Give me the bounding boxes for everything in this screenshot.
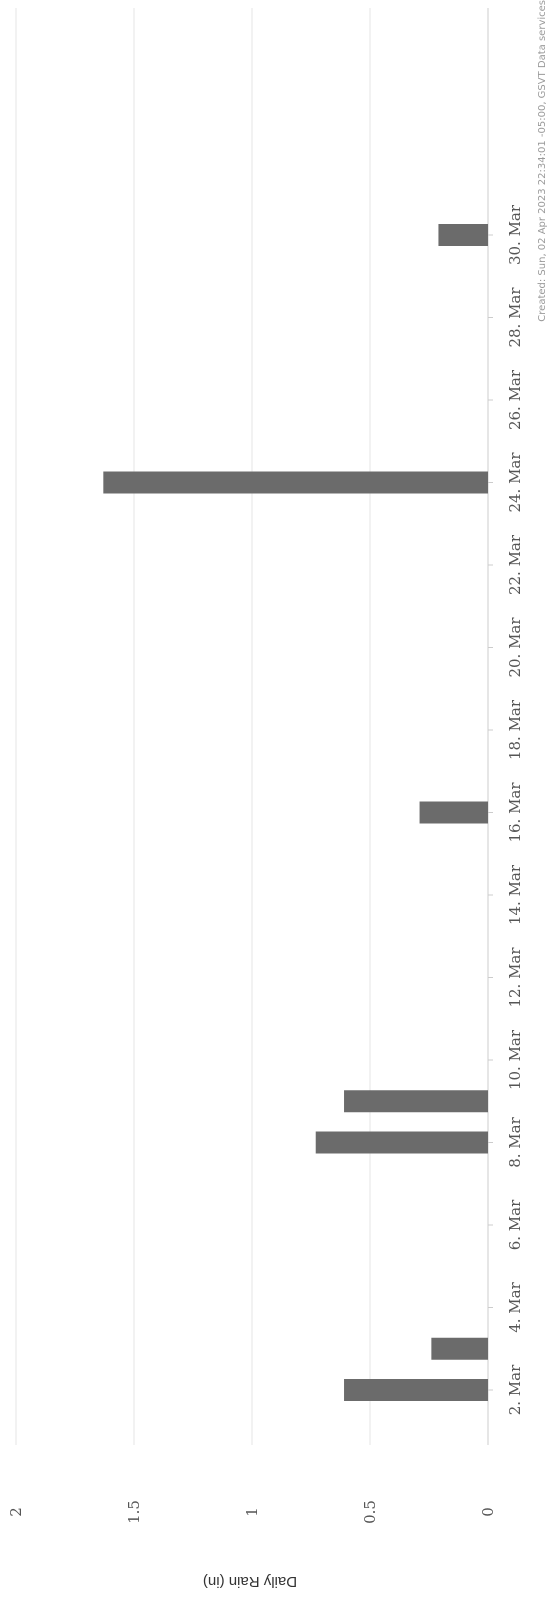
bar [344,1379,488,1401]
x-tick-label: 22. Mar [506,534,524,595]
x-tick-label: 10. Mar [506,1029,524,1090]
x-tick-label: 28. Mar [506,287,524,348]
x-tick-label: 18. Mar [506,699,524,760]
gridlines [15,8,489,1445]
credit-text: Created: Sun, 02 Apr 2023 22:34:01 -05:0… [537,0,548,322]
x-tick-label: 30. Mar [506,204,524,265]
bar [438,224,488,246]
x-tick-label: 26. Mar [506,369,524,430]
y-axis-title: Daily Rain (in) [203,1573,297,1590]
bar [419,801,488,824]
y-tick-label: 1.5 [125,1500,143,1524]
bar [315,1131,488,1154]
x-tick-label: 8. Mar [506,1116,524,1167]
x-tick-label: 24. Mar [506,452,524,513]
x-tick-label: 14. Mar [506,864,524,925]
x-axis-ticks: 2. Mar 4. Mar 6. Mar 8. Mar 10. Mar 12. Mar 14… [488,204,524,1415]
y-axis-ticks: 0 0.5 1 1.5 2 [7,1500,497,1524]
x-tick-label: 6. Mar [506,1199,524,1250]
bars [103,224,488,1401]
y-tick-label: 0 [479,1507,497,1517]
x-tick-label: 4. Mar [506,1281,524,1332]
y-tick-label: 0.5 [361,1500,379,1524]
bar [344,1090,488,1113]
x-tick-label: 12. Mar [506,947,524,1008]
x-tick-label: 2. Mar [506,1364,524,1415]
x-tick-label: 20. Mar [506,617,524,678]
y-tick-label: 2 [7,1507,25,1517]
y-tick-label: 1 [243,1507,261,1517]
bar [431,1337,488,1360]
x-tick-label: 16. Mar [506,782,524,843]
bar [103,471,488,494]
